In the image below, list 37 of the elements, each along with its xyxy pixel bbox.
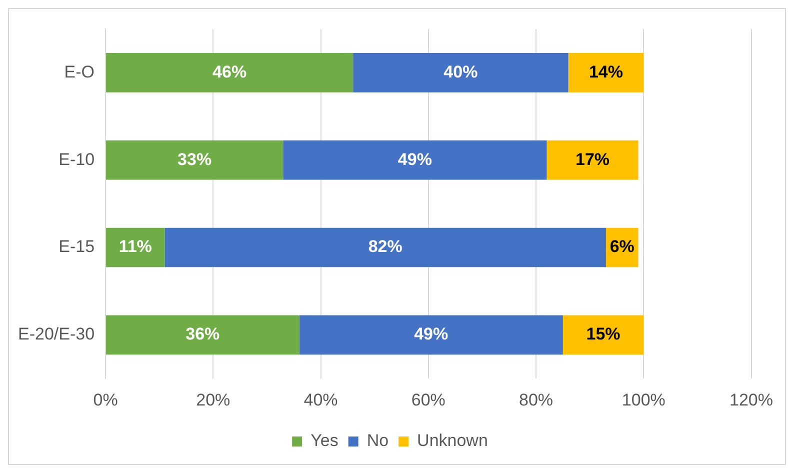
data-label: 6%: [610, 237, 634, 256]
legend-label: Yes: [310, 431, 338, 450]
y-tick-label: E-O: [64, 62, 95, 82]
x-tick-label: 60%: [411, 390, 446, 410]
bar: [106, 53, 354, 92]
x-tick-label: 100%: [622, 390, 666, 410]
bar: [546, 140, 638, 180]
data-label: 17%: [576, 150, 610, 169]
y-tick-label: E-10: [58, 150, 95, 169]
bar: [353, 53, 568, 92]
legend-label: Unknown: [417, 431, 488, 450]
x-tick-label: 120%: [730, 390, 773, 410]
bar: [299, 315, 563, 355]
data-label: 33%: [178, 150, 212, 169]
data-label: 15%: [586, 324, 620, 344]
legend-label: No: [366, 431, 389, 450]
data-label: 82%: [368, 237, 402, 256]
data-label: 40%: [444, 62, 478, 82]
data-label: 49%: [398, 150, 432, 169]
bar: [106, 315, 300, 355]
data-label: 46%: [212, 62, 247, 82]
x-tick-label: 40%: [304, 390, 338, 410]
y-tick-label: E-15: [58, 237, 95, 256]
data-label: 36%: [186, 324, 220, 344]
data-label: 49%: [414, 324, 448, 344]
x-tick-label: 0%: [93, 390, 118, 410]
y-tick-label: E-20/E-30: [18, 324, 95, 344]
x-tick-label: 20%: [196, 390, 230, 410]
data-label: 11%: [118, 237, 152, 256]
bar: [568, 53, 644, 92]
x-tick-label: 80%: [519, 390, 554, 410]
bar: [164, 228, 606, 268]
data-label: 14%: [588, 62, 623, 82]
bar: [106, 140, 284, 180]
bar: [106, 228, 165, 268]
bar: [562, 315, 644, 355]
bar: [283, 140, 547, 180]
